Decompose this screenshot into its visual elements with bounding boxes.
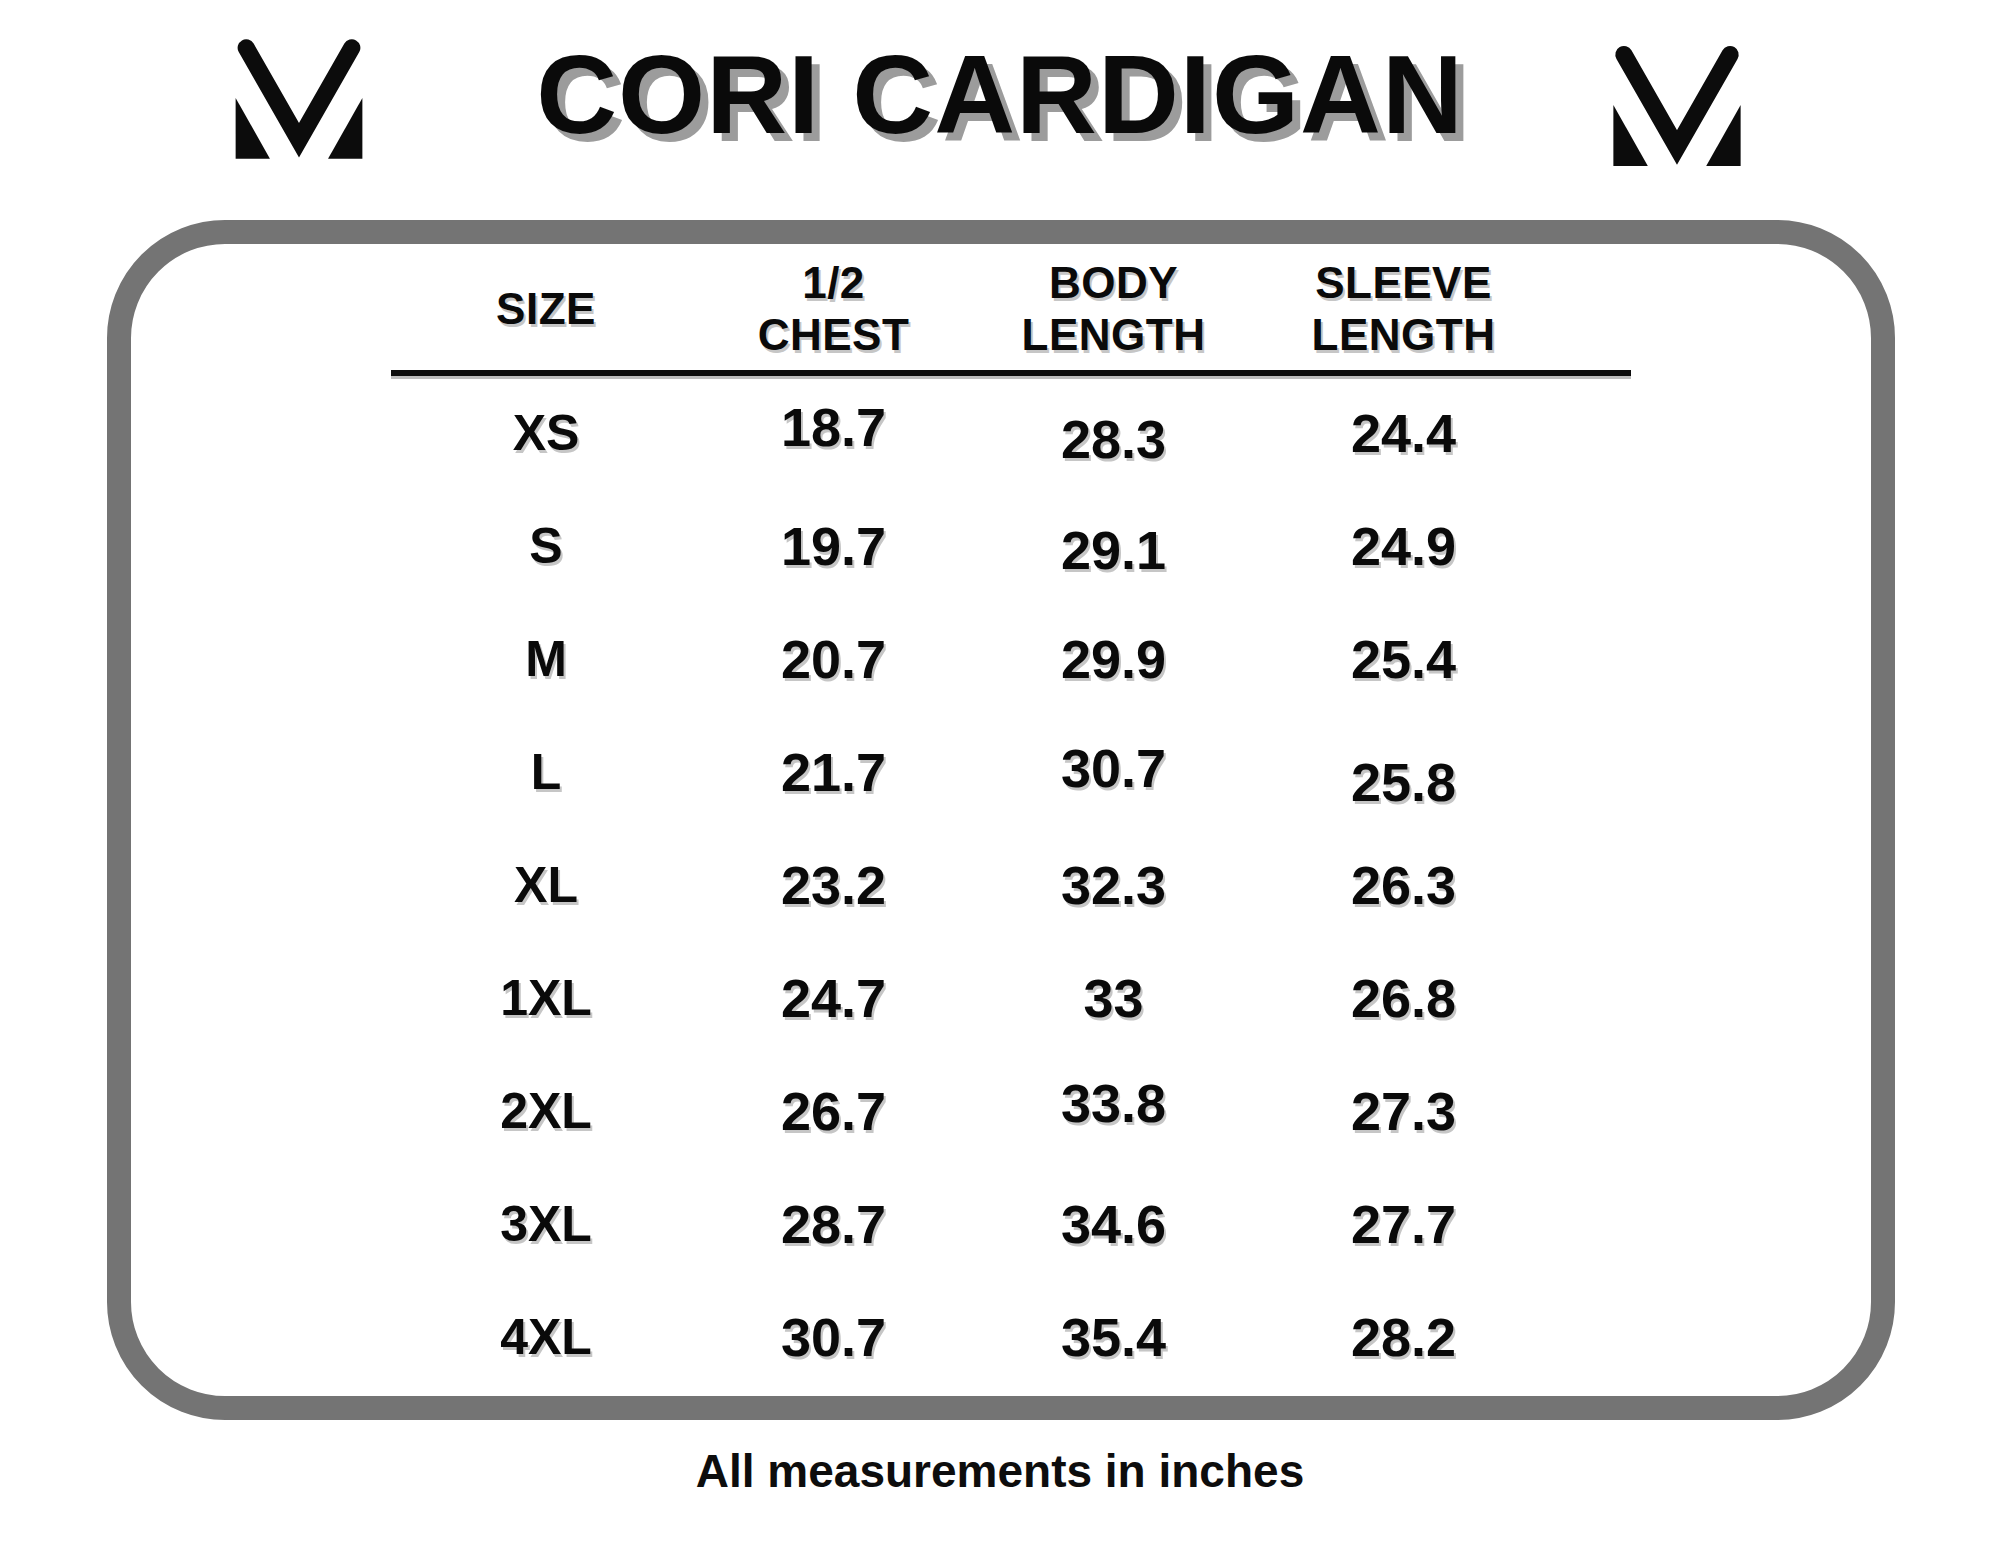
sleeve-length-value: 26.8 bbox=[1261, 967, 1546, 1029]
size-label: 3XL bbox=[391, 1195, 701, 1253]
body-length-value: 29.1 bbox=[966, 519, 1261, 581]
table-row-2xl: 2XL 26.7 33.8 27.3 bbox=[391, 1054, 1631, 1167]
sleeve-length-value: 26.3 bbox=[1261, 854, 1546, 916]
sleeve-length-value: 27.7 bbox=[1261, 1193, 1546, 1255]
measurements-note: All measurements in inches bbox=[0, 1444, 2000, 1498]
size-chart-table: SIZE 1/2 CHEST BODY LENGTH SLEEVE LENGTH… bbox=[391, 248, 1631, 1393]
half-chest-value: 30.7 bbox=[701, 1306, 966, 1368]
column-header-half-chest: 1/2 CHEST bbox=[701, 257, 966, 361]
half-chest-value: 20.7 bbox=[701, 628, 966, 690]
size-label: 2XL bbox=[391, 1082, 701, 1140]
half-chest-value: 23.2 bbox=[701, 854, 966, 916]
half-chest-value: 21.7 bbox=[701, 741, 966, 803]
table-row-3xl: 3XL 28.7 34.6 27.7 bbox=[391, 1167, 1631, 1280]
sleeve-length-value: 25.4 bbox=[1261, 628, 1546, 690]
size-label: M bbox=[391, 630, 701, 688]
size-label: XL bbox=[391, 856, 701, 914]
mv-monogram-icon bbox=[1610, 44, 1744, 166]
sleeve-length-value: 25.8 bbox=[1261, 751, 1546, 813]
table-row-xs: XS 18.7 28.3 24.4 bbox=[391, 376, 1631, 489]
table-row-s: S 19.7 29.1 24.9 bbox=[391, 489, 1631, 602]
half-chest-value: 26.7 bbox=[701, 1080, 966, 1142]
body-length-value: 32.3 bbox=[966, 854, 1261, 916]
sleeve-length-value: 27.3 bbox=[1261, 1080, 1546, 1142]
table-row-4xl: 4XL 30.7 35.4 28.2 bbox=[391, 1280, 1631, 1393]
column-header-body-length: BODY LENGTH bbox=[966, 257, 1261, 361]
table-row-m: M 20.7 29.9 25.4 bbox=[391, 602, 1631, 715]
body-length-value: 34.6 bbox=[966, 1193, 1261, 1255]
body-length-value: 30.7 bbox=[966, 737, 1261, 799]
sleeve-length-value: 24.9 bbox=[1261, 515, 1546, 577]
column-header-sleeve-length: SLEEVE LENGTH bbox=[1261, 257, 1546, 361]
body-length-value: 29.9 bbox=[966, 628, 1261, 690]
table-row-xl: XL 23.2 32.3 26.3 bbox=[391, 828, 1631, 941]
body-length-value: 33.8 bbox=[966, 1072, 1261, 1134]
body-length-value: 28.3 bbox=[966, 408, 1261, 470]
body-length-value: 33 bbox=[966, 967, 1261, 1029]
half-chest-value: 18.7 bbox=[701, 396, 966, 458]
half-chest-value: 19.7 bbox=[701, 515, 966, 577]
sleeve-length-value: 28.2 bbox=[1261, 1306, 1546, 1368]
table-row-1xl: 1XL 24.7 33 26.8 bbox=[391, 941, 1631, 1054]
table-row-l: L 21.7 30.7 25.8 bbox=[391, 715, 1631, 828]
size-label: 1XL bbox=[391, 969, 701, 1027]
size-label: S bbox=[391, 517, 701, 575]
sleeve-length-value: 24.4 bbox=[1261, 402, 1546, 464]
half-chest-value: 28.7 bbox=[701, 1193, 966, 1255]
column-header-size: SIZE bbox=[391, 283, 701, 335]
body-length-value: 35.4 bbox=[966, 1306, 1261, 1368]
table-header-row: SIZE 1/2 CHEST BODY LENGTH SLEEVE LENGTH bbox=[391, 248, 1631, 370]
size-label: L bbox=[391, 743, 701, 801]
size-label: 4XL bbox=[391, 1308, 701, 1366]
half-chest-value: 24.7 bbox=[701, 967, 966, 1029]
size-label: XS bbox=[391, 404, 701, 462]
